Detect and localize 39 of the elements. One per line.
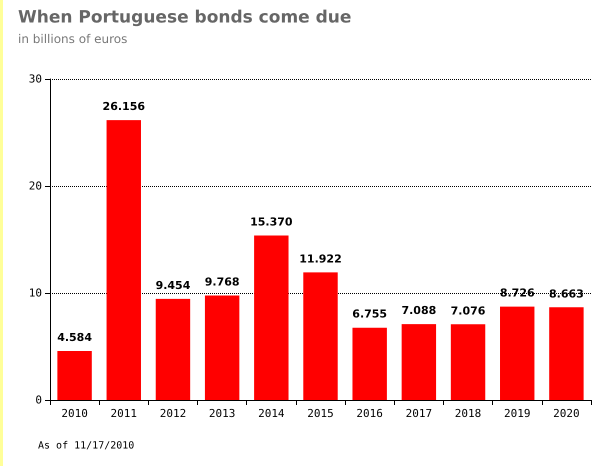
x-tick-label: 2020 <box>553 407 580 420</box>
y-tick-label: 30 <box>28 72 42 86</box>
data-label: 9.768 <box>204 275 240 288</box>
data-label: 8.726 <box>500 286 535 300</box>
bar <box>500 306 534 400</box>
data-label: 7.076 <box>450 304 486 318</box>
x-tick-label: 2017 <box>406 407 432 420</box>
data-label: 9.454 <box>156 278 191 292</box>
y-tick-label: 10 <box>28 286 42 300</box>
data-label: 11.922 <box>299 252 342 266</box>
x-tick-label: 2013 <box>208 407 236 420</box>
bar <box>57 350 92 400</box>
text: As of 11/17/2010 <box>38 440 134 452</box>
data-label: 26.156 <box>102 100 146 114</box>
x-tick-label: 2018 <box>454 407 482 420</box>
bar <box>106 120 141 400</box>
chart-title: When Portuguese bonds come due <box>18 8 352 28</box>
data-label: 4.584 <box>57 330 92 344</box>
bar <box>204 295 240 400</box>
x-tick-label: 2012 <box>160 407 186 420</box>
bar <box>156 298 190 400</box>
x-tick-label: 2015 <box>307 407 334 420</box>
x-tick-label: 2019 <box>504 407 530 420</box>
x-tick-label: 2016 <box>356 407 383 420</box>
y-tick-label: 20 <box>28 180 42 192</box>
bar <box>549 307 584 400</box>
chart-subtitle: in billions of euros <box>18 32 128 46</box>
bar <box>352 328 387 400</box>
x-tick-label: 2010 <box>61 407 88 420</box>
x-tick-label: 2014 <box>258 407 285 420</box>
y-tick-label: 0 <box>35 394 42 406</box>
bar <box>402 324 436 400</box>
bar <box>450 324 486 400</box>
x-tick-label: 2011 <box>110 407 138 420</box>
bar <box>303 272 338 400</box>
data-label: 6.755 <box>352 308 388 321</box>
data-label: 7.088 <box>401 304 436 318</box>
data-label: 15.370 <box>250 216 293 229</box>
bar <box>254 236 289 400</box>
